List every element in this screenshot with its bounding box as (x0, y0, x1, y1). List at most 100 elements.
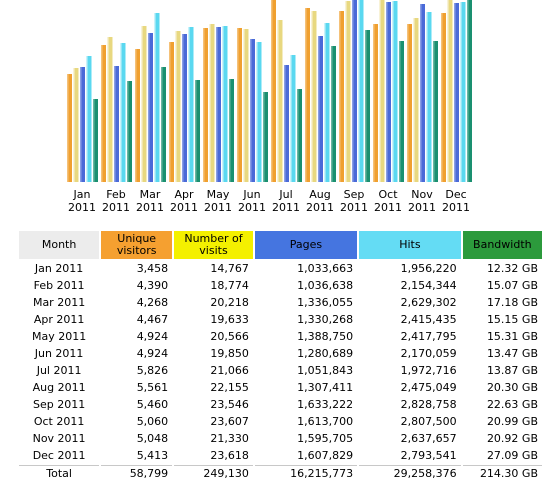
cell-bandwidth: 20.99 GB (486, 415, 538, 428)
bar-pages-feb-2011 (114, 66, 119, 182)
bar-highlight (365, 30, 367, 182)
cell-unique-visitors: 4,390 (136, 279, 169, 292)
bar-highlight (467, 0, 469, 182)
bar-highlight (209, 24, 211, 182)
cell-unique-visitors: 5,460 (136, 398, 169, 411)
bar-highlight (67, 74, 69, 182)
bar-highlight (392, 1, 394, 182)
cell-month: Jul 2011 (36, 364, 82, 377)
cell-pages: 1,633,222 (297, 398, 354, 411)
bar-highlight (277, 20, 279, 182)
bar-hits-mar-2011 (154, 13, 160, 182)
cell-bandwidth: 12.32 GB (486, 262, 538, 275)
table-row: Oct 2011 5,060 23,607 1,613,700 2,807,500 20.… (19, 414, 542, 429)
table-row: Feb 2011 4,390 18,774 1,036,638 2,154,344 15.… (19, 278, 542, 293)
bar-highlight (460, 2, 462, 182)
table-row: Jun 2011 4,924 19,850 1,280,689 2,170,059 13.… (19, 346, 542, 361)
cell-visits: 23,607 (210, 415, 249, 428)
bar-hits-jul-2011 (290, 55, 296, 182)
bar-pages-may-2011 (216, 27, 221, 182)
bar-highlight (352, 0, 354, 182)
bar-highlight (256, 42, 258, 182)
bar-highlight (263, 92, 265, 182)
x-tick-month: Dec (445, 188, 466, 201)
bar-bandwidth-jan-2011 (93, 99, 98, 182)
cell-visits: 22,155 (210, 381, 249, 394)
cell-month: Nov 2011 (32, 432, 86, 445)
bar-highlight (237, 28, 239, 182)
x-tick-year: 2011 (136, 201, 164, 214)
total-row: Total 58,799 249,130 16,215,773 29,258,376 21… (19, 465, 542, 481)
bar-highlight (339, 11, 341, 182)
col-header-hits: Hits (359, 231, 461, 259)
cell-hits: 1,972,716 (400, 364, 457, 377)
cell-visits: 20,218 (210, 296, 249, 309)
bar-bandwidth-may-2011 (229, 79, 234, 182)
x-tick-month: Nov (411, 188, 433, 201)
bar-highlight (135, 49, 137, 182)
x-tick-month: Jul (278, 188, 292, 201)
bar-number-of-visits-apr-2011 (175, 31, 181, 182)
cell-unique-visitors: 4,924 (136, 330, 169, 343)
bar-bandwidth-apr-2011 (195, 80, 200, 182)
cell-hits: 2,475,049 (400, 381, 457, 394)
cell-unique-visitors: 5,048 (136, 432, 169, 445)
cell-bandwidth: 20.30 GB (486, 381, 538, 394)
bar-pages-sep-2011 (352, 0, 357, 182)
cell-pages: 1,280,689 (297, 347, 354, 360)
bar-highlight (169, 42, 171, 182)
x-tick-year: 2011 (204, 201, 232, 214)
table-row: Mar 2011 4,268 20,218 1,336,055 2,629,302 17.… (19, 295, 542, 310)
bar-highlight (243, 29, 245, 182)
table-row: Aug 2011 5,561 22,155 1,307,411 2,475,049 20.… (19, 380, 542, 395)
bar-number-of-visits-aug-2011 (311, 11, 317, 182)
bar-highlight (331, 46, 333, 182)
cell-visits: 19,633 (210, 313, 249, 326)
cell-pages: 1,595,705 (297, 432, 354, 445)
x-tick-month: Jan (73, 188, 91, 201)
cell-visits: 20,566 (210, 330, 249, 343)
cell-unique-visitors: 5,561 (136, 381, 169, 394)
cell-visits: 18,774 (210, 279, 249, 292)
bar-bandwidth-mar-2011 (161, 67, 166, 182)
cell-unique-visitors: 3,458 (136, 262, 169, 275)
bar-highlight (433, 41, 435, 182)
bar-highlight (195, 80, 197, 182)
cell-month: Apr 2011 (33, 313, 85, 326)
bar-highlight (290, 55, 292, 182)
col-header-month: Month (19, 231, 100, 259)
bar-highlight (141, 26, 143, 182)
bar-highlight (229, 79, 231, 182)
cell-month: May 2011 (31, 330, 87, 343)
bar-unique-visitors-jul-2011 (271, 0, 276, 182)
cell-hits: 1,956,220 (400, 262, 457, 275)
bar-highlight (324, 23, 326, 182)
table-header-row: Month Unique visitors Number of visits P… (19, 231, 542, 259)
x-tick-year: 2011 (170, 201, 198, 214)
bar-highlight (305, 8, 307, 182)
bar-highlight (127, 81, 129, 182)
bar-unique-visitors-jun-2011 (237, 28, 242, 182)
bar-highlight (154, 13, 156, 182)
bar-highlight (386, 2, 388, 182)
cell-bandwidth: 27.09 GB (486, 449, 538, 462)
cell-visits: 19,850 (210, 347, 249, 360)
cell-month: Mar 2011 (32, 296, 86, 309)
bar-highlight (345, 1, 347, 182)
cell-unique-visitors: 5,826 (136, 364, 169, 377)
bar-highlight (107, 37, 109, 182)
bar-pages-jun-2011 (250, 39, 255, 182)
cell-pages: 1,388,750 (297, 330, 354, 343)
cell-pages: 1,036,638 (297, 279, 354, 292)
cell-pages: 1,307,411 (297, 381, 354, 394)
bar-highlight (73, 68, 75, 182)
table-row: Jul 2011 5,826 21,066 1,051,843 1,972,716 13.… (19, 363, 542, 378)
cell-hits: 2,629,302 (400, 296, 457, 309)
bar-pages-apr-2011 (182, 34, 187, 182)
bar-unique-visitors-feb-2011 (101, 45, 106, 182)
x-tick-month: Oct (378, 188, 398, 201)
bar-hits-jun-2011 (256, 42, 262, 182)
bar-highlight (93, 99, 95, 182)
x-tick-year: 2011 (408, 201, 436, 214)
cell-bandwidth: 13.87 GB (486, 364, 538, 377)
